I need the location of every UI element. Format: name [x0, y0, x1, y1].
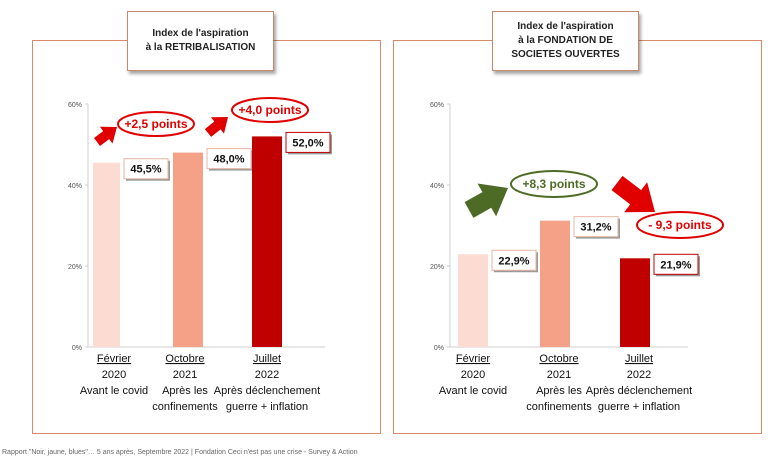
chart2-bar [458, 254, 488, 347]
chart2-category-label: Octobre [539, 353, 578, 365]
chart2-category-label: Après les [536, 385, 582, 397]
chart2-category-label: 2022 [627, 369, 651, 381]
chart2-annotation-text: - 9,3 points [648, 218, 712, 232]
chart2-bar [620, 258, 650, 347]
chart1-ytick-label: 60% [68, 102, 82, 109]
right-title-line-1: Index de l'aspiration [517, 21, 614, 32]
chart1-category-label: Après déclenchement [214, 385, 320, 397]
chart2-category-label: Février [456, 353, 491, 365]
chart1-bar [93, 162, 120, 347]
chart1-annotation-arrow [94, 126, 117, 146]
chart2-ytick-label: 60% [430, 102, 444, 109]
chart1-category-label: Octobre [165, 353, 204, 365]
chart1-value-label-box [123, 158, 169, 180]
chart1-category-label: Avant le covid [80, 385, 148, 397]
chart1-category-label: Après les [162, 385, 208, 397]
chart1-annotation-oval [231, 97, 309, 123]
chart1-category-label: 2020 [102, 369, 126, 381]
chart2-bar [540, 220, 570, 347]
chart2-ytick-label: 0% [434, 345, 444, 352]
chart1-value-label: 52,0% [292, 137, 323, 149]
chart1-ytick-label: 20% [68, 264, 82, 271]
chart2-value-label-box [573, 216, 619, 238]
right-title-line-2: à la FONDATION DE [518, 35, 613, 46]
chart2-annotation-text: +8,3 points [522, 177, 585, 191]
chart2-value-label: 22,9% [498, 255, 529, 267]
chart1-category-label: 2022 [255, 369, 279, 381]
chart2-annotation-arrow [611, 175, 655, 213]
chart1-category-label: Février [97, 353, 132, 365]
chart2-category-label: Après déclenchement [586, 385, 692, 397]
chart2-category-label: 2021 [547, 369, 571, 381]
chart1-annotation-text: +4,0 points [238, 103, 301, 117]
chart2-ytick-label: 20% [430, 264, 444, 271]
chart2-category-label: confinements [526, 401, 592, 413]
left-chart-title: Index de l'aspiration à la RETRIBALISATI… [127, 11, 274, 71]
chart1-annotation-arrow [204, 117, 228, 137]
chart1-category-label: Juillet [253, 353, 281, 365]
chart2-value-label: 31,2% [580, 222, 611, 234]
left-chart-panel [32, 40, 381, 434]
chart1-bar [252, 136, 282, 347]
chart1-value-label: 45,5% [130, 164, 161, 176]
chart1-annotation-oval [117, 111, 195, 137]
chart2-annotation-oval [510, 170, 598, 198]
chart1-annotation-text: +2,5 points [124, 117, 187, 131]
right-chart-title: Index de l'aspiration à la FONDATION DE … [492, 11, 639, 71]
left-title-line-2: à la RETRIBALISATION [145, 42, 256, 53]
chart2-ytick-label: 40% [430, 183, 444, 190]
chart2-category-label: 2020 [461, 369, 485, 381]
chart2-annotation-arrow [464, 183, 508, 218]
chart2-category-label: Juillet [625, 353, 653, 365]
chart2-value-label: 21,9% [660, 259, 691, 271]
chart2-category-label: Avant le covid [439, 385, 507, 397]
chart1-value-label-box [206, 148, 252, 170]
right-title-line-3: SOCIETES OUVERTES [511, 49, 620, 60]
chart1-value-label-box [285, 131, 331, 153]
chart1-category-label: guerre + inflation [226, 401, 308, 413]
chart2-value-label-box [653, 253, 699, 275]
chart1-ytick-label: 40% [68, 183, 82, 190]
chart1-ytick-label: 0% [72, 345, 82, 352]
left-title-line-1: Index de l'aspiration [152, 28, 249, 39]
chart2-annotation-oval [636, 211, 724, 239]
chart2-category-label: guerre + inflation [598, 401, 680, 413]
footer-source: Rapport "Noir, jaune, blues"… 5 ans aprè… [2, 449, 358, 456]
chart1-category-label: confinements [152, 401, 218, 413]
chart1-bar [173, 152, 203, 347]
chart1-value-label: 48,0% [213, 154, 244, 166]
chart2-value-label-box [491, 249, 537, 271]
chart1-category-label: 2021 [173, 369, 197, 381]
